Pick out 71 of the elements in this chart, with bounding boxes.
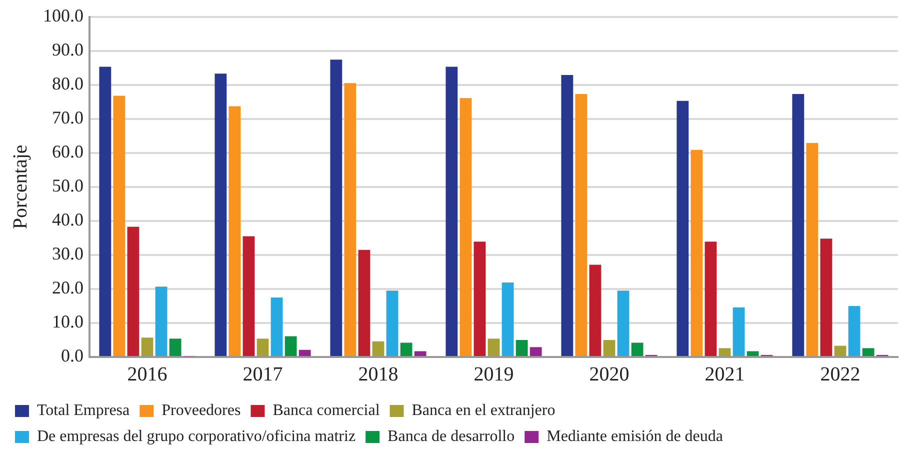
bar <box>386 290 398 356</box>
bar <box>575 94 588 356</box>
x-tick-label: 2017 <box>242 363 283 386</box>
bar <box>372 341 384 356</box>
bar <box>446 66 458 356</box>
bar <box>155 286 168 356</box>
bar <box>746 351 759 356</box>
y-axis-title: Porcentaje <box>9 144 32 230</box>
bar <box>631 342 644 356</box>
bar <box>561 74 574 356</box>
bar <box>460 98 472 356</box>
x-tick-label: 2020 <box>589 363 630 386</box>
bar <box>488 338 500 356</box>
bar <box>690 150 703 356</box>
x-tick-label: 2022 <box>820 363 860 386</box>
bar <box>414 351 426 356</box>
bar <box>113 96 126 356</box>
legend-label: Total Empresa <box>37 402 130 420</box>
bar <box>732 307 745 356</box>
bar <box>298 350 311 356</box>
bar <box>99 66 112 356</box>
y-tick-label: 40.0 <box>52 210 84 230</box>
bar <box>834 346 846 356</box>
bar <box>516 340 528 356</box>
bar <box>284 336 297 356</box>
x-tick-label: 2019 <box>474 363 514 386</box>
bar <box>242 236 255 356</box>
bar <box>474 242 486 356</box>
legend-label: Mediante emisión de deuda <box>546 428 723 446</box>
bar <box>806 143 818 356</box>
bar <box>141 338 154 356</box>
bar <box>400 342 412 356</box>
x-tick-label: 2021 <box>704 363 745 386</box>
y-tick-label: 70.0 <box>52 108 84 128</box>
bar <box>676 100 689 356</box>
bar <box>718 348 731 356</box>
bar <box>603 340 616 356</box>
y-tick-label: 20.0 <box>52 278 84 298</box>
y-tick-label: 10.0 <box>52 312 84 332</box>
bar <box>820 238 832 356</box>
y-tick-label: 50.0 <box>52 176 84 196</box>
legend-label: Proveedores <box>162 402 241 420</box>
legend-label: De empresas del grupo corporativo/oficina matriz <box>37 428 356 446</box>
bar <box>358 250 370 356</box>
legend-label: Banca de desarrollo <box>388 428 515 446</box>
legend-label: Banca en el extranjero <box>412 402 556 420</box>
bar <box>530 347 542 356</box>
bar <box>214 74 227 356</box>
y-tick-label: 60.0 <box>52 142 84 162</box>
bar <box>848 306 860 356</box>
bar <box>704 242 717 356</box>
y-tick-label: 100.0 <box>43 6 84 26</box>
bar <box>256 338 269 356</box>
y-tick-label: 0.0 <box>61 346 84 366</box>
bar <box>589 264 602 356</box>
x-tick-label: 2018 <box>358 363 398 386</box>
y-tick-label: 80.0 <box>52 74 84 94</box>
bar <box>344 83 356 356</box>
bar <box>617 290 630 356</box>
bar <box>127 226 140 356</box>
bar <box>502 282 514 356</box>
bar <box>169 338 182 356</box>
bar <box>270 297 283 356</box>
bar <box>330 60 342 356</box>
bar <box>792 94 804 356</box>
bar <box>862 348 874 356</box>
bar <box>228 106 241 356</box>
x-tick-label: 2016 <box>127 363 168 386</box>
y-tick-label: 30.0 <box>52 244 84 264</box>
legend-label: Banca comercial <box>272 402 380 420</box>
y-tick-label: 90.0 <box>52 40 84 60</box>
